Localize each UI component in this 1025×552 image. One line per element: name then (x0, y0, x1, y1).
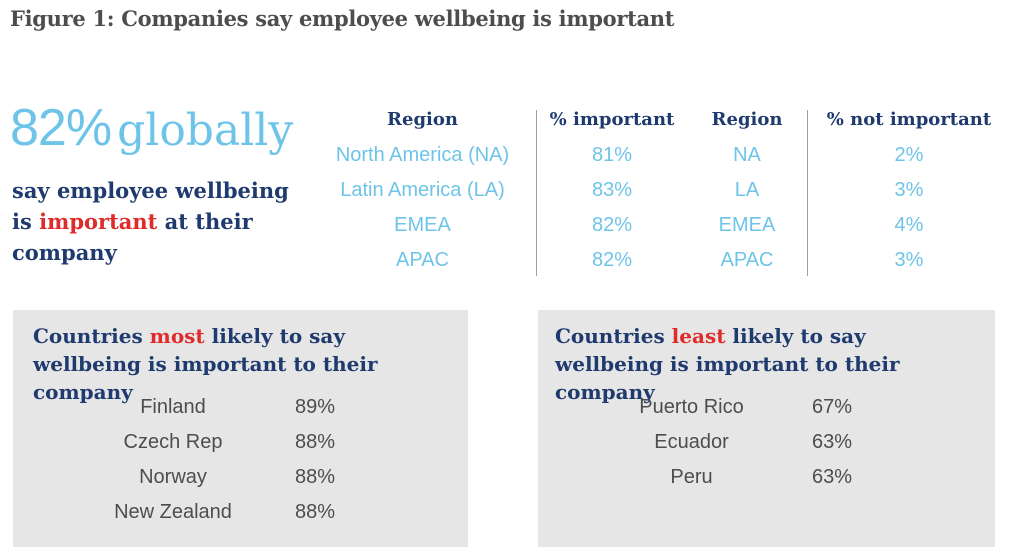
least-country-list: Puerto Rico 67% Ecuador 63% Peru 63% (538, 390, 995, 495)
list-item: Czech Rep 88% (13, 425, 468, 460)
global-headline: 82% globally (10, 98, 293, 158)
value-cell: 81% (591, 144, 633, 166)
list-item: Norway 88% (13, 460, 468, 495)
panel-title-suffix: likely to say wellbeing is important to … (33, 324, 378, 404)
most-country-list: Finland 89% Czech Rep 88% Norway 88% New Ze… (13, 390, 468, 530)
value-cell: 3% (894, 249, 924, 271)
value-cell: 3% (894, 179, 924, 201)
value-cell: 82% (591, 249, 633, 271)
column-header: % not important (826, 109, 992, 130)
headline-subtext: say employee wellbeing is important at t… (12, 175, 312, 268)
country-value: 63% (812, 431, 853, 453)
subtext-highlight: important (39, 209, 158, 234)
list-item: New Zealand 88% (13, 495, 468, 530)
column-header: Region (387, 109, 458, 130)
list-item: Finland 89% (13, 390, 468, 425)
column-header: Region (711, 109, 783, 130)
region-cell: North America (NA) (335, 144, 510, 166)
country-name: Puerto Rico (639, 396, 744, 418)
most-likely-panel: Countries most likely to say wellbeing i… (13, 310, 468, 547)
country-name: New Zealand (114, 501, 232, 523)
least-panel-title: Countries least likely to say wellbeing … (555, 322, 975, 406)
panel-title-prefix: Countries (33, 324, 150, 348)
list-item: Peru 63% (538, 460, 995, 495)
subtext-line-2: is important at their (12, 206, 312, 237)
region-cell: Latin America (LA) (340, 179, 505, 201)
region-cell: EMEA (718, 214, 776, 236)
country-value: 88% (295, 466, 336, 488)
column-header: % important (549, 109, 675, 130)
value-cell: 82% (591, 214, 633, 236)
country-value: 89% (295, 396, 336, 418)
global-word: globally (117, 105, 294, 156)
panel-title-suffix: likely to say wellbeing is important to … (555, 324, 900, 404)
subtext-prefix: is (12, 209, 40, 234)
country-name: Norway (139, 466, 207, 488)
panel-title-highlight: most (149, 324, 205, 348)
column-region-important: Region North America (NA) Latin America … (320, 104, 525, 278)
value-cell: 4% (894, 214, 924, 236)
region-cell: LA (734, 179, 760, 201)
subtext-suffix: at their (157, 209, 253, 234)
country-value: 88% (295, 501, 336, 523)
most-panel-title: Countries most likely to say wellbeing i… (33, 322, 453, 406)
column-divider (536, 110, 537, 276)
region-cell: NA (733, 144, 761, 166)
country-name: Peru (670, 466, 713, 488)
column-divider (807, 110, 808, 276)
region-cell: APAC (720, 249, 774, 271)
panel-title-highlight: least (671, 324, 726, 348)
value-cell: 83% (591, 179, 633, 201)
list-item: Ecuador 63% (538, 425, 995, 460)
country-value: 88% (295, 431, 336, 453)
panel-title-prefix: Countries (555, 324, 672, 348)
list-item: Puerto Rico 67% (538, 390, 995, 425)
global-percentage: 82% (10, 99, 112, 157)
value-cell: 2% (894, 144, 924, 166)
least-likely-panel: Countries least likely to say wellbeing … (538, 310, 995, 547)
region-cell: APAC (396, 249, 449, 271)
region-cell: EMEA (394, 214, 451, 236)
subtext-line-3: company (12, 240, 117, 265)
regions-table: Region North America (NA) Latin America … (320, 104, 1010, 276)
column-region-not-important: Region NA LA EMEA APAC (694, 104, 800, 278)
column-pct-not-important: % not important 2% 3% 4% 3% (816, 104, 1002, 278)
country-value: 67% (812, 396, 853, 418)
country-name: Czech Rep (123, 431, 223, 453)
figure-title: Figure 1: Companies say employee wellbei… (10, 6, 675, 31)
country-name: Finland (140, 396, 206, 418)
subtext-line-1: say employee wellbeing (12, 178, 289, 203)
country-value: 63% (812, 466, 853, 488)
column-pct-important: % important 81% 83% 82% 82% (542, 104, 682, 278)
country-name: Ecuador (654, 431, 729, 453)
